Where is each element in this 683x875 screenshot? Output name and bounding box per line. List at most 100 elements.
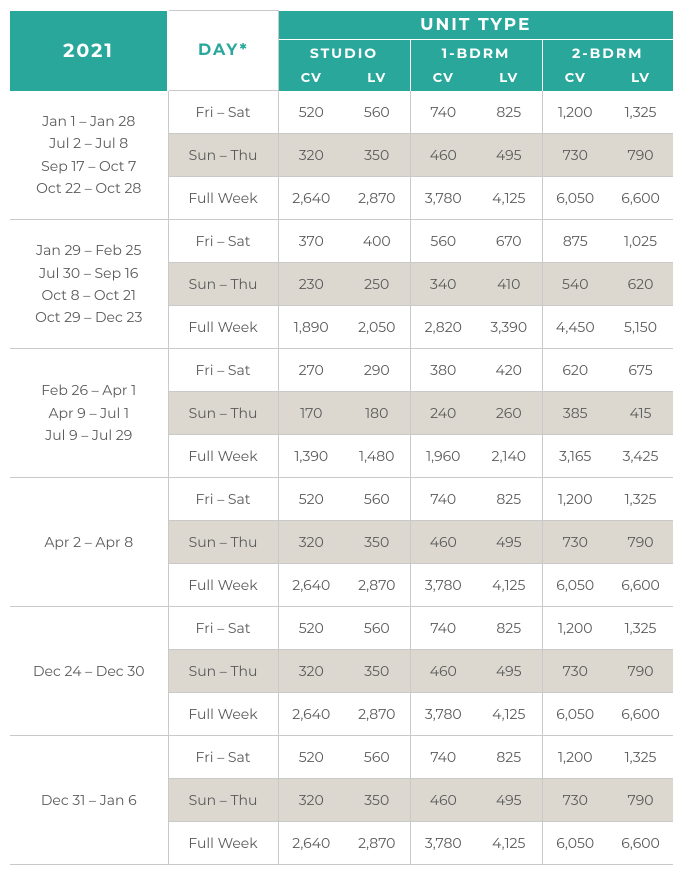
value-cell: 1,025 — [608, 220, 673, 263]
value-cell: 250 — [344, 263, 410, 306]
value-cell: 4,125 — [476, 564, 542, 607]
value-cell: 6,600 — [608, 822, 673, 865]
value-cell: 410 — [476, 263, 542, 306]
value-cell: 320 — [278, 779, 344, 822]
value-cell: 3,780 — [410, 177, 476, 220]
value-cell: 320 — [278, 650, 344, 693]
dates-cell: Jan 1 – Jan 28 Jul 2 – Jul 8 Sep 17 – Oc… — [10, 91, 168, 220]
value-cell: 1,200 — [542, 607, 608, 650]
value-cell: 2,640 — [278, 177, 344, 220]
dates-cell: Dec 24 – Dec 30 — [10, 607, 168, 736]
value-cell: 790 — [608, 650, 673, 693]
value-cell: 875 — [542, 220, 608, 263]
value-cell: 495 — [476, 650, 542, 693]
value-cell: 790 — [608, 134, 673, 177]
table-row: Apr 2 – Apr 8Fri – Sat5205607408251,2001… — [10, 478, 673, 521]
value-cell: 1,200 — [542, 736, 608, 779]
value-cell: 460 — [410, 779, 476, 822]
value-cell: 560 — [344, 91, 410, 134]
header-day: DAY* — [168, 11, 278, 91]
value-cell: 620 — [608, 263, 673, 306]
value-cell: 350 — [344, 134, 410, 177]
value-cell: 560 — [344, 607, 410, 650]
table-row: Jan 1 – Jan 28 Jul 2 – Jul 8 Sep 17 – Oc… — [10, 91, 673, 134]
value-cell: 540 — [542, 263, 608, 306]
value-cell: 6,050 — [542, 822, 608, 865]
value-cell: 4,450 — [542, 306, 608, 349]
value-cell: 730 — [542, 134, 608, 177]
value-cell: 2,050 — [344, 306, 410, 349]
value-cell: 290 — [344, 349, 410, 392]
value-cell: 740 — [410, 478, 476, 521]
value-cell: 825 — [476, 736, 542, 779]
value-cell: 825 — [476, 478, 542, 521]
value-cell: 230 — [278, 263, 344, 306]
value-cell: 415 — [608, 392, 673, 435]
value-cell: 380 — [410, 349, 476, 392]
value-cell: 495 — [476, 134, 542, 177]
value-cell: 385 — [542, 392, 608, 435]
value-cell: 2,870 — [344, 177, 410, 220]
value-cell: 1,325 — [608, 91, 673, 134]
value-cell: 420 — [476, 349, 542, 392]
table-row: Jan 29 – Feb 25 Jul 30 – Sep 16 Oct 8 – … — [10, 220, 673, 263]
value-cell: 3,425 — [608, 435, 673, 478]
day-cell: Full Week — [168, 822, 278, 865]
table-header: 2021 DAY* UNIT TYPE STUDIO 1-BDRM 2-BDRM… — [10, 11, 673, 91]
dates-cell: Apr 2 – Apr 8 — [10, 478, 168, 607]
header-year: 2021 — [10, 11, 168, 91]
value-cell: 520 — [278, 736, 344, 779]
value-cell: 2,820 — [410, 306, 476, 349]
value-cell: 260 — [476, 392, 542, 435]
day-cell: Fri – Sat — [168, 220, 278, 263]
dates-cell: Dec 31 – Jan 6 — [10, 736, 168, 865]
value-cell: 730 — [542, 779, 608, 822]
day-cell: Full Week — [168, 693, 278, 736]
header-sub-cv: CV — [542, 65, 608, 90]
day-cell: Sun – Thu — [168, 521, 278, 564]
dates-cell: Jan 29 – Feb 25 Jul 30 – Sep 16 Oct 8 – … — [10, 220, 168, 349]
table-row: Feb 26 – Apr 1 Apr 9 – Jul 1 Jul 9 – Jul… — [10, 349, 673, 392]
value-cell: 1,325 — [608, 478, 673, 521]
value-cell: 730 — [542, 521, 608, 564]
value-cell: 460 — [410, 134, 476, 177]
value-cell: 320 — [278, 521, 344, 564]
day-cell: Fri – Sat — [168, 478, 278, 521]
value-cell: 2,140 — [476, 435, 542, 478]
value-cell: 350 — [344, 650, 410, 693]
value-cell: 620 — [542, 349, 608, 392]
header-group-studio: STUDIO — [278, 40, 410, 65]
points-table: 2021 DAY* UNIT TYPE STUDIO 1-BDRM 2-BDRM… — [10, 10, 673, 865]
day-cell: Sun – Thu — [168, 779, 278, 822]
header-group-2bdrm: 2-BDRM — [542, 40, 673, 65]
table-row: Dec 24 – Dec 30Fri – Sat5205607408251,20… — [10, 607, 673, 650]
value-cell: 825 — [476, 91, 542, 134]
value-cell: 2,870 — [344, 564, 410, 607]
day-cell: Fri – Sat — [168, 91, 278, 134]
day-cell: Sun – Thu — [168, 650, 278, 693]
table-row: Dec 31 – Jan 6Fri – Sat5205607408251,200… — [10, 736, 673, 779]
value-cell: 790 — [608, 521, 673, 564]
header-sub-lv: LV — [476, 65, 542, 90]
value-cell: 1,325 — [608, 736, 673, 779]
value-cell: 3,780 — [410, 693, 476, 736]
value-cell: 740 — [410, 607, 476, 650]
header-sub-cv: CV — [278, 65, 344, 90]
value-cell: 2,640 — [278, 564, 344, 607]
day-cell: Fri – Sat — [168, 349, 278, 392]
value-cell: 1,390 — [278, 435, 344, 478]
value-cell: 675 — [608, 349, 673, 392]
day-cell: Sun – Thu — [168, 392, 278, 435]
day-cell: Sun – Thu — [168, 263, 278, 306]
value-cell: 1,480 — [344, 435, 410, 478]
value-cell: 6,050 — [542, 693, 608, 736]
value-cell: 560 — [410, 220, 476, 263]
value-cell: 6,050 — [542, 564, 608, 607]
value-cell: 1,960 — [410, 435, 476, 478]
value-cell: 460 — [410, 521, 476, 564]
value-cell: 370 — [278, 220, 344, 263]
day-cell: Sun – Thu — [168, 134, 278, 177]
value-cell: 2,640 — [278, 693, 344, 736]
value-cell: 6,050 — [542, 177, 608, 220]
header-sub-cv: CV — [410, 65, 476, 90]
